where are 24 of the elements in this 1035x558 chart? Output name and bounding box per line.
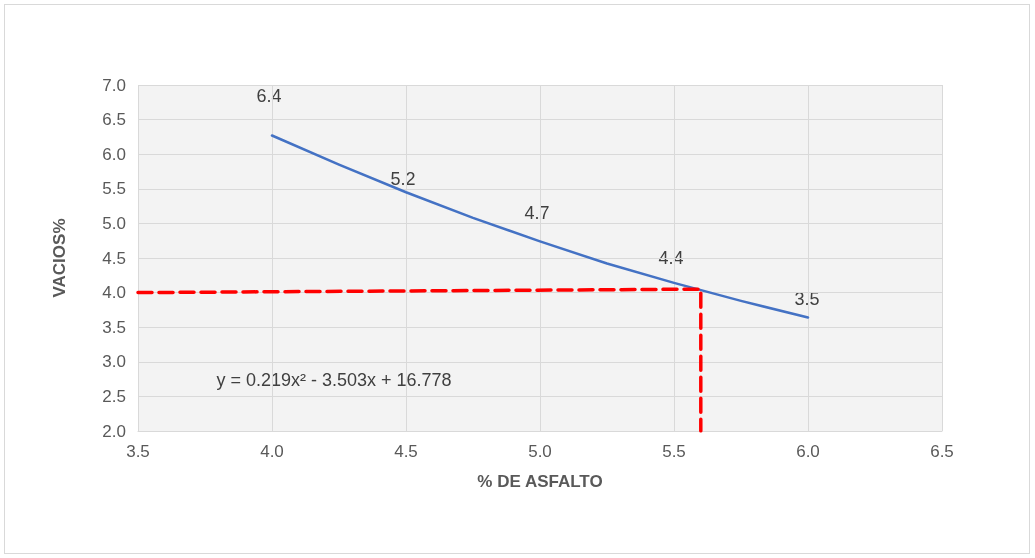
- y-tick-label: 7.0: [102, 75, 126, 95]
- x-tick-label: 6.5: [930, 442, 954, 461]
- x-tick-label: 4.5: [394, 442, 418, 461]
- y-tick-label: 3.5: [102, 317, 126, 337]
- x-tick-label: 3.5: [126, 442, 150, 461]
- x-tick-label: 5.5: [662, 442, 686, 461]
- y-tick-label: 2.0: [102, 421, 126, 441]
- annotation: 6.4: [256, 86, 282, 106]
- annotation: 5.2: [390, 169, 416, 189]
- y-tick-label: 2.5: [102, 386, 126, 406]
- y-tick-label: 4.0: [102, 283, 126, 303]
- x-axis-title: % DE ASFALTO: [477, 472, 603, 491]
- y-axis-title: VACIOS%: [50, 218, 69, 298]
- annotation: y = 0.219x² - 3.503x + 16.778: [216, 370, 452, 390]
- x-tick-label: 4.0: [260, 442, 284, 461]
- annotation: 4.7: [524, 203, 550, 223]
- y-tick-label: 3.0: [102, 352, 126, 372]
- y-tick-label: 6.5: [102, 110, 126, 130]
- x-tick-label: 5.0: [528, 442, 552, 461]
- y-tick-label: 5.5: [102, 179, 126, 199]
- y-tick-label: 4.5: [102, 248, 126, 268]
- x-tick-label: 6.0: [796, 442, 820, 461]
- y-tick-label: 6.0: [102, 144, 126, 164]
- y-tick-label: 5.0: [102, 213, 126, 233]
